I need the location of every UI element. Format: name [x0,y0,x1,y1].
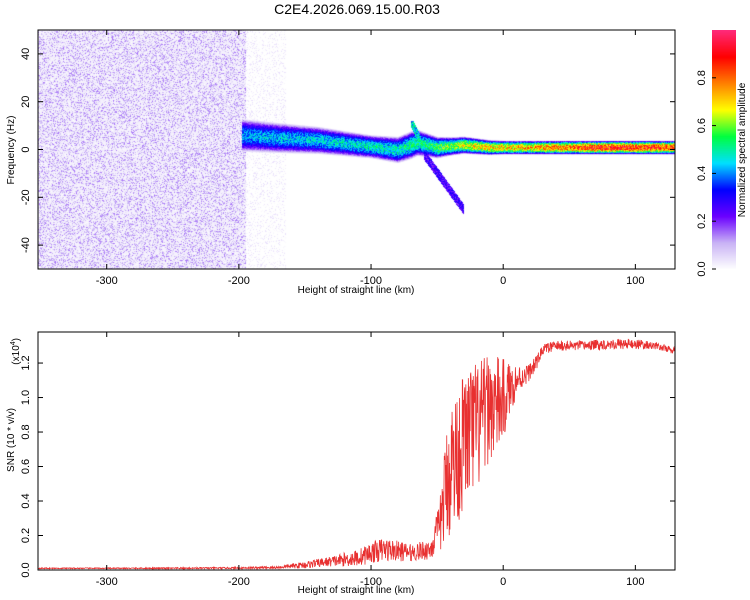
snr-multiplier-base: (x10 [11,345,22,365]
spectrogram-xtick-label: 0 [500,275,506,287]
spectrogram-xtick-label: -200 [228,275,250,287]
snr-ylabel: SNR (10 * v/v) [6,408,17,472]
colorbar-tick-label: 0.0 [696,261,708,276]
colorbar-label: Normalized spectral amplitude [737,82,748,217]
snr-panel: -300 -200 -100 0 100 0.0 0.2 0.4 0.6 0.8 1.0 1.2 H… [6,331,676,596]
spectrogram-xlabel: Height of straight line (km) [298,285,415,296]
snr-ytick-label: 0.2 [20,528,32,543]
spectrogram-ytick-label: -20 [20,189,32,205]
snr-multiplier: (x104) [10,338,22,365]
spectrogram-xtick-label: -100 [360,275,382,287]
spectrogram-ytick-label: -40 [20,237,32,253]
spectrogram-ytick-label: 0 [20,146,32,152]
snr-plot-area [37,338,676,571]
spectrogram-xtick-label: 100 [626,275,644,287]
spectrogram-ylabel: Frequency (Hz) [6,116,17,185]
svg-text:(x104): (x104) [10,338,22,365]
colorbar-tick-label: 0.8 [696,70,708,85]
snr-multiplier-exponent: 4 [10,341,17,345]
snr-xlabel: Height of straight line (km) [298,585,415,596]
colorbar-tick-label: 0.4 [696,166,708,181]
snr-series-line [37,338,676,571]
snr-ytick-label: 1.2 [20,355,32,370]
snr-ytick-label: 0.0 [20,562,32,577]
snr-ytick-label: 0.6 [20,459,32,474]
snr-xtick-label: -300 [96,576,118,588]
spectrogram-ytick-label: 40 [20,48,32,60]
snr-xtick-label: 0 [500,576,506,588]
snr-ytick-label: 0.4 [20,493,32,508]
snr-ytick-label: 0.8 [20,424,32,439]
spectrogram-heatmap [38,30,675,269]
snr-xtick-label: 100 [626,576,644,588]
colorbar-gradient [712,30,736,269]
snr-ytick-label: 1.0 [20,390,32,405]
snr-frame [37,331,676,571]
snr-xtick-label: -100 [360,576,382,588]
colorbar: 0.0 0.2 0.4 0.6 0.8 Normalized spectral ampl… [696,30,748,277]
spectrogram-ytick-label: 20 [20,96,32,108]
spectrogram-xtick-label: -300 [96,275,118,287]
snr-xtick-label: -200 [228,576,250,588]
colorbar-tick-label: 0.6 [696,118,708,133]
colorbar-tick-label: 0.2 [696,214,708,229]
figure-title: C2E4.2026.069.15.00.R03 [274,1,440,17]
